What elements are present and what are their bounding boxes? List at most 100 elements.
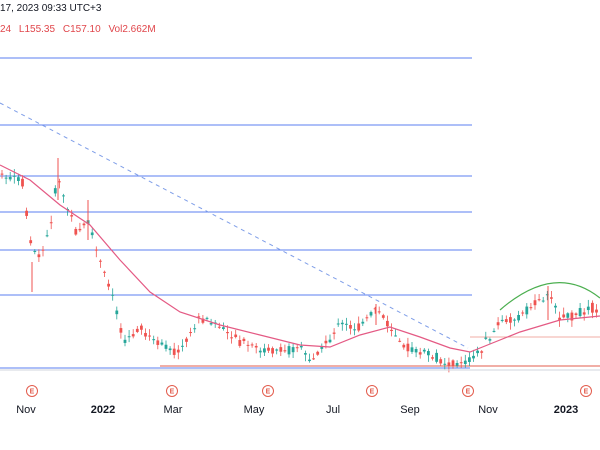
candle-body xyxy=(17,177,20,181)
x-tick-label: Mar xyxy=(164,404,183,416)
candle-body xyxy=(340,322,344,325)
candle-body xyxy=(99,260,102,262)
candle-body xyxy=(431,357,434,359)
candle-body xyxy=(566,313,570,318)
candle-body xyxy=(369,312,373,316)
candle-body xyxy=(349,325,352,329)
candle-body xyxy=(295,347,299,349)
earnings-marker[interactable]: E xyxy=(366,385,378,397)
x-tick-label: Sep xyxy=(400,404,420,416)
candle-body xyxy=(324,340,328,344)
candle-body xyxy=(410,347,414,352)
candle-body xyxy=(226,332,229,334)
earnings-marker[interactable]: E xyxy=(26,385,38,397)
candle-body xyxy=(49,222,53,224)
candle-body xyxy=(394,335,397,337)
candle-body xyxy=(517,315,520,321)
candle-body xyxy=(148,335,151,337)
candle-body xyxy=(111,294,115,296)
candle-body xyxy=(25,210,28,216)
candlestick-series xyxy=(0,158,598,373)
candle-body xyxy=(263,348,266,353)
candle-body xyxy=(279,347,283,352)
candle-body xyxy=(500,319,504,321)
candle-body xyxy=(160,342,164,345)
candle-body xyxy=(390,329,393,332)
candle-body xyxy=(435,352,438,362)
candle-body xyxy=(554,305,557,308)
candle-body xyxy=(181,345,184,347)
candle-body xyxy=(242,338,246,342)
candle-body xyxy=(185,338,188,342)
candle-body xyxy=(8,176,12,180)
candle-body xyxy=(353,329,356,331)
candle-body xyxy=(140,325,143,330)
candle-body xyxy=(135,328,139,332)
candle-body xyxy=(0,173,4,175)
candle-body xyxy=(320,346,324,349)
candle-body xyxy=(570,312,574,321)
candle-body xyxy=(176,349,180,353)
candle-body xyxy=(492,330,496,332)
earnings-marker[interactable]: E xyxy=(580,385,592,397)
candle-body xyxy=(488,339,492,341)
candle-body xyxy=(529,307,533,309)
candle-body xyxy=(455,363,459,366)
candle-body xyxy=(246,344,250,346)
horizontal-levels xyxy=(0,57,472,369)
candle-body xyxy=(406,343,410,352)
candle-body xyxy=(74,228,78,235)
candle-body xyxy=(172,348,176,355)
earnings-marker[interactable]: E xyxy=(166,385,178,397)
candle-body xyxy=(33,250,37,252)
candle-body xyxy=(271,348,274,354)
candle-body xyxy=(398,340,402,342)
candle-body xyxy=(558,317,561,321)
candle-body xyxy=(82,223,86,226)
candle-body xyxy=(131,334,135,337)
volume-value: Vol2.662M xyxy=(108,24,156,35)
candle-body xyxy=(345,323,348,325)
candle-body xyxy=(21,178,24,187)
x-tick-label: 2022 xyxy=(91,404,115,416)
candle-body xyxy=(250,344,254,346)
x-axis-ticks: Nov 2022 Mar May Jul Sep Nov 2023 xyxy=(16,404,578,416)
candle-body xyxy=(70,215,74,217)
candle-body xyxy=(164,344,168,349)
moving-average-line xyxy=(0,164,600,353)
candle-body xyxy=(312,358,315,360)
candle-body xyxy=(373,308,377,310)
candle-body xyxy=(459,362,463,364)
candle-body xyxy=(258,350,262,353)
candle-body xyxy=(463,360,467,364)
chart-header: 17, 2023 09:33 UTC+3 24 L155.35 C157.10 … xyxy=(0,0,600,40)
candle-body xyxy=(422,349,426,352)
rounding-arc xyxy=(499,282,600,311)
candle-body xyxy=(53,188,57,194)
candle-body xyxy=(545,294,549,296)
candle-body xyxy=(509,317,512,323)
candle-body xyxy=(402,344,406,348)
earnings-marker[interactable]: E xyxy=(462,385,474,397)
candle-body xyxy=(103,271,106,273)
candle-body xyxy=(381,315,385,318)
candle-body xyxy=(476,350,479,354)
candle-body xyxy=(299,346,303,348)
date-readout: 17, 2023 09:33 UTC+3 xyxy=(0,3,102,14)
earnings-marker[interactable]: E xyxy=(262,385,274,397)
candle-body xyxy=(472,355,475,359)
x-tick-label: May xyxy=(244,404,265,416)
candle-body xyxy=(427,351,430,356)
ohlc-close-value: C157.10 xyxy=(62,24,101,35)
candle-body xyxy=(304,353,307,355)
x-tick-label: Nov xyxy=(478,404,498,416)
candle-body xyxy=(541,300,545,302)
candle-body xyxy=(205,317,209,319)
candle-body xyxy=(480,351,484,353)
earnings-marker-label: E xyxy=(370,389,375,396)
candle-body xyxy=(496,322,500,326)
candle-body xyxy=(127,336,131,338)
candle-body xyxy=(308,359,311,362)
